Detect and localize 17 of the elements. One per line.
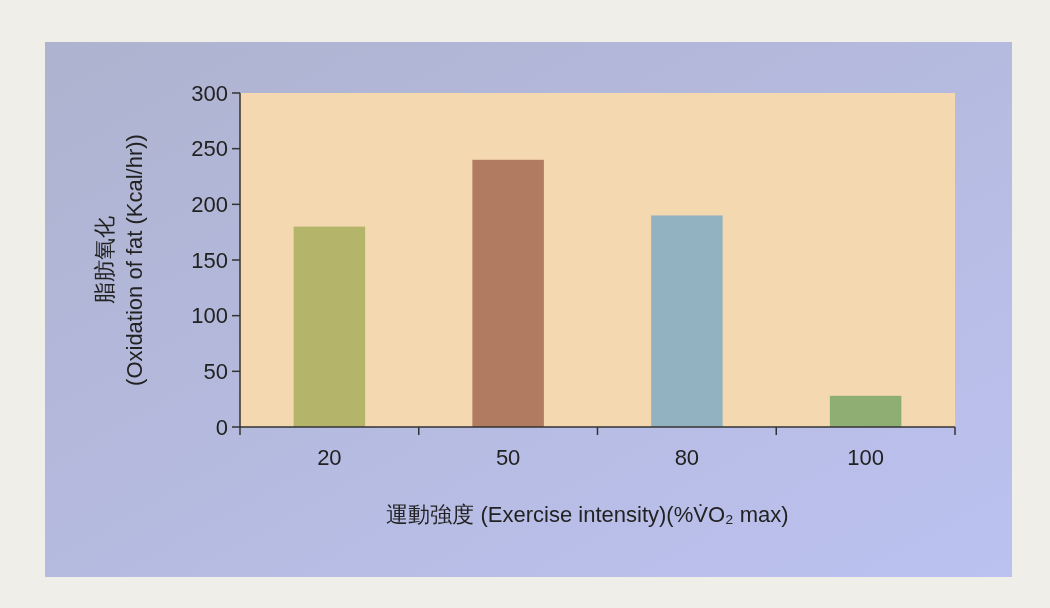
x-tick-label: 50 [495, 445, 521, 470]
x-tick-label: 100 [847, 445, 884, 470]
y-tick-label: 200 [191, 192, 228, 218]
y-tick-label: 250 [191, 136, 228, 162]
y-tick-label: 300 [191, 80, 228, 106]
y-tick-label: 50 [203, 359, 228, 385]
x-tick-label: 80 [674, 445, 700, 470]
y-tick-label: 0 [215, 414, 228, 440]
x-axis-title: 運動強度 (Exercise intensity)(%V̇O₂ max) [386, 502, 789, 527]
y-tick-label: 100 [191, 303, 228, 329]
x-tick-label: 20 [317, 445, 342, 470]
bar [472, 159, 544, 427]
y-axis-title: 脂肪氧化 (Oxidation of fat (Kcal/hr)) [92, 134, 147, 386]
y-tick-label: 150 [191, 247, 228, 273]
bar [651, 215, 723, 427]
bar [293, 226, 366, 427]
bar [829, 395, 902, 427]
